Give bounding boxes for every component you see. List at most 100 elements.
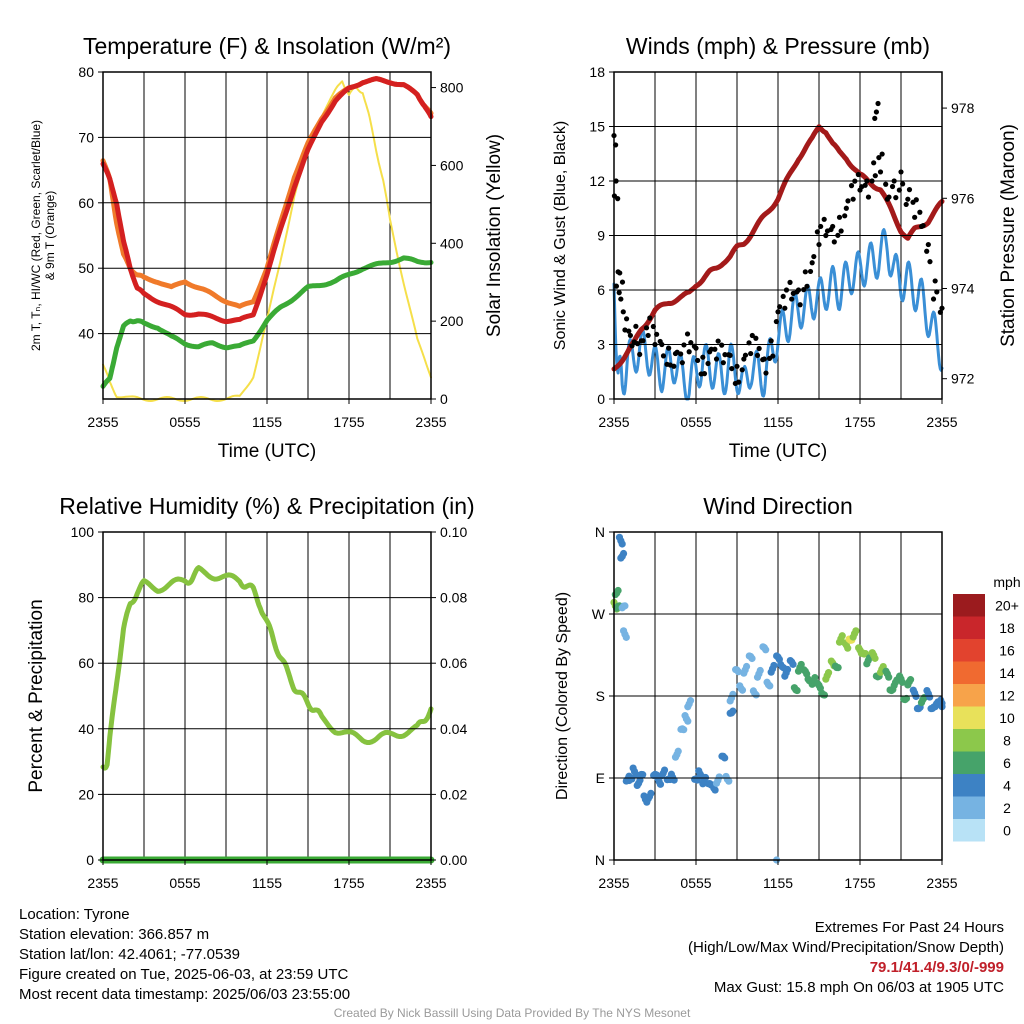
- x-tick-label: 0555: [680, 414, 711, 430]
- gust-point: [900, 181, 906, 187]
- direction-point: [721, 754, 729, 762]
- gust-point: [693, 345, 699, 351]
- gust-point: [927, 259, 933, 265]
- direction-point: [852, 627, 860, 635]
- plot-frame: [613, 531, 943, 861]
- y-tick-label: 70: [78, 129, 94, 145]
- colorbar-swatch: [953, 751, 985, 774]
- gust-point: [850, 196, 856, 202]
- y-axis-label: Sonic Wind & Gust (Blue, Black): [552, 121, 569, 350]
- x-tick-label: 1155: [763, 875, 793, 891]
- chart-title: Winds (mph) & Pressure (mb): [626, 33, 930, 59]
- gust-point: [913, 197, 919, 203]
- colorbar-label: 0: [1003, 822, 1011, 838]
- gust-point: [613, 283, 620, 289]
- colorbar-label: 18: [999, 620, 1015, 636]
- direction-point: [725, 777, 733, 785]
- gust-point: [924, 248, 930, 254]
- gust-point: [906, 187, 913, 193]
- direction-point: [628, 775, 636, 783]
- direction-point: [793, 686, 801, 695]
- gust-point: [780, 293, 786, 300]
- gust-point: [845, 198, 851, 204]
- chart-title: Temperature (F) & Insolation (W/m²): [83, 33, 451, 59]
- gust-point: [873, 109, 880, 115]
- gust-point: [645, 332, 651, 339]
- y-tick-label: 9: [597, 228, 605, 244]
- y2-axis-label: Solar Insolation (Yellow): [484, 134, 505, 337]
- grid-lines: [143, 72, 391, 399]
- plot-frame: [102, 71, 432, 400]
- y-tick-label: 15: [589, 119, 605, 135]
- gust-point: [818, 223, 824, 230]
- colorbar-swatch: [953, 706, 985, 729]
- x-tick-label: 1755: [333, 414, 364, 430]
- gust-point: [705, 360, 711, 367]
- direction-point: [820, 691, 829, 699]
- gust-point: [623, 316, 630, 322]
- gust-point: [804, 283, 810, 289]
- y2-tick-label: 0.06: [440, 655, 467, 671]
- x-tick-label: 2355: [415, 414, 446, 430]
- gust-point: [775, 309, 781, 315]
- direction-point: [906, 676, 915, 684]
- direction-point: [674, 747, 682, 755]
- x-tick-label: 1755: [844, 875, 875, 891]
- gust-point: [903, 201, 909, 208]
- direction-point: [766, 682, 774, 690]
- direction-point: [898, 678, 906, 686]
- gust-point: [836, 214, 843, 220]
- colorbar-label: 2: [1003, 800, 1011, 816]
- gust-point: [848, 183, 855, 189]
- gust-point: [763, 370, 769, 376]
- latlon-text: Station lat/lon: 42.4061; -77.0539: [19, 946, 241, 963]
- y2-tick-label: 0.08: [440, 590, 467, 606]
- y-axis-label: 2m T, Tₙ, HI/WC (Red, Green, Scarlet/Blu…: [29, 120, 57, 351]
- direction-point: [715, 773, 723, 781]
- y-tick-label: 80: [78, 64, 94, 80]
- direction-point: [762, 646, 770, 654]
- gust-point: [876, 154, 882, 161]
- y-tick-label: S: [596, 688, 605, 704]
- gust-point: [620, 309, 626, 315]
- x-tick-label: 0555: [169, 875, 200, 891]
- direction-point: [656, 780, 665, 788]
- y2-tick-label: 978: [951, 100, 975, 116]
- y-tick-label: 12: [589, 173, 605, 189]
- gust-point: [809, 260, 815, 266]
- y-tick-label: 0: [597, 391, 605, 407]
- gust-point: [666, 345, 672, 351]
- gust-point: [700, 354, 706, 360]
- gust-point: [912, 214, 918, 220]
- x-axis-label: Time (UTC): [218, 441, 317, 462]
- y-axis-label-line: & 9m T (Orange): [43, 191, 57, 281]
- gust-point: [770, 353, 776, 359]
- gust-point: [637, 351, 643, 357]
- direction-point: [885, 673, 893, 681]
- gust-point: [640, 338, 646, 344]
- direction-point: [701, 773, 710, 782]
- gust-point: [816, 241, 822, 248]
- gust-point: [807, 268, 814, 275]
- gust-point: [865, 194, 872, 200]
- y2-tick-label: 0: [440, 391, 448, 407]
- x-tick-label: 1155: [252, 414, 282, 430]
- gust-point: [782, 305, 788, 311]
- y-tick-label: 18: [589, 64, 605, 80]
- gust-point: [615, 196, 621, 202]
- gust-point: [814, 229, 820, 235]
- direction-point: [834, 663, 842, 672]
- gust-point: [650, 323, 656, 330]
- x-tick-label: 0555: [169, 414, 200, 430]
- max-gust-text: Max Gust: 15.8 mph On 06/03 at 1905 UTC: [713, 979, 1004, 996]
- y-tick-label: 50: [78, 260, 94, 276]
- gust-point: [855, 171, 861, 178]
- gust-point: [768, 338, 774, 344]
- colorbar-label: 12: [999, 687, 1015, 703]
- y-tick-label: 3: [597, 337, 605, 353]
- gust-point: [701, 371, 708, 377]
- direction-points: [610, 533, 946, 864]
- colorbar-label: 4: [1003, 777, 1011, 793]
- gust-point: [712, 346, 718, 352]
